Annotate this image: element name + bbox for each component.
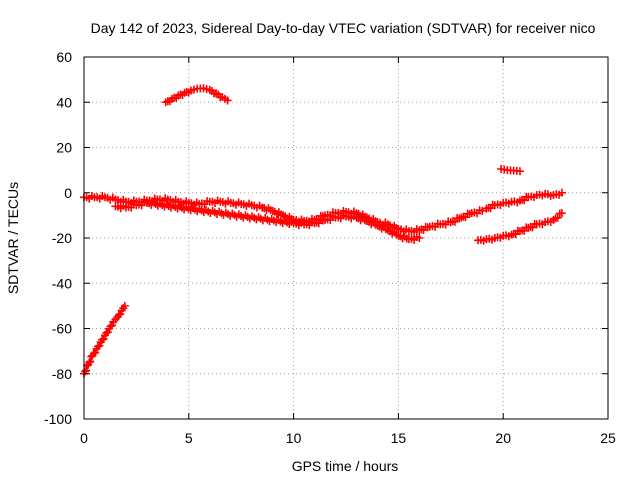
series-high-arc xyxy=(161,84,232,107)
data-point xyxy=(415,234,424,242)
y-tick-label: 40 xyxy=(56,94,72,110)
y-tick-label: -40 xyxy=(52,275,72,291)
plot-frame xyxy=(83,56,609,420)
gridlines xyxy=(84,57,608,419)
x-tick-label: 15 xyxy=(391,430,407,446)
x-axis-label: GPS time / hours xyxy=(292,458,399,474)
data-point xyxy=(95,341,104,350)
data-point xyxy=(223,96,232,105)
data-point xyxy=(91,348,100,357)
data-point xyxy=(106,322,115,331)
data-point xyxy=(82,366,91,375)
data-point xyxy=(93,342,102,351)
y-tick-label: 20 xyxy=(56,140,72,156)
series-late-arc-lower xyxy=(474,209,566,245)
chart-title: Day 142 of 2023, Sidereal Day-to-day VTE… xyxy=(91,20,596,36)
data-point xyxy=(85,358,94,367)
data-point xyxy=(99,334,108,343)
data-point xyxy=(98,335,107,344)
x-tick-label: 20 xyxy=(495,430,511,446)
data-point xyxy=(557,188,566,197)
data-point xyxy=(103,328,112,337)
y-tick-label: 0 xyxy=(64,185,72,201)
data-point xyxy=(515,167,524,176)
series-main-band-lower xyxy=(111,198,424,244)
data-point xyxy=(102,329,111,338)
data-point xyxy=(114,310,123,319)
y-axis-label: SDTVAR / TECUs xyxy=(5,182,21,294)
data-point xyxy=(478,206,487,215)
data-point xyxy=(86,357,95,366)
axis-ticks: 0 5 10 15 20 25 -100 -80 -60 -40 -20 0 20 40 60 xyxy=(44,49,616,446)
data-point xyxy=(89,349,98,358)
y-tick-label: -60 xyxy=(52,321,72,337)
series-late-arc-upper xyxy=(482,188,566,213)
x-tick-label: 0 xyxy=(80,430,88,446)
data-point xyxy=(116,309,125,318)
x-tick-label: 10 xyxy=(286,430,302,446)
data-point xyxy=(557,209,566,218)
series-steep-arc xyxy=(80,301,129,378)
x-tick-label: 25 xyxy=(600,430,616,446)
data-point xyxy=(107,321,116,330)
x-tick-label: 5 xyxy=(185,430,193,446)
y-tick-label: -20 xyxy=(52,230,72,246)
series-main-band xyxy=(80,191,487,236)
data-point xyxy=(553,213,562,222)
y-tick-label: 60 xyxy=(56,49,72,65)
series-late-short xyxy=(497,164,524,176)
data-points xyxy=(80,84,566,378)
y-tick-label: -80 xyxy=(52,366,72,382)
data-point xyxy=(120,301,129,310)
y-tick-label: -100 xyxy=(44,411,72,427)
